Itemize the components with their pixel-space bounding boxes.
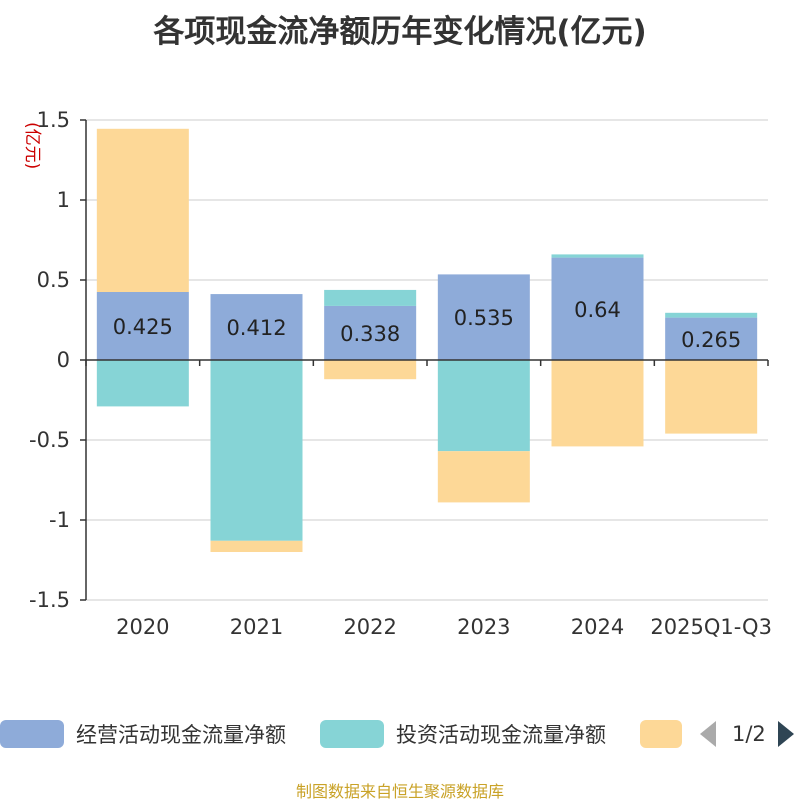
data-label-2020: 0.425 <box>113 315 173 339</box>
bar-series1-2022 <box>324 305 417 360</box>
legend: 经营活动现金流量净额 投资活动现金流量净额 1/2 <box>0 716 800 756</box>
legend-page-indicator: 1/2 <box>732 722 766 746</box>
legend-item-third[interactable] <box>640 716 682 752</box>
bar-series3-2020 <box>96 128 189 292</box>
axis-layer: 1.5 1 0.5 0 -0.5 -1 -1.5 2020 2021 2022 2023 2024 20… <box>29 108 772 639</box>
bar-series3-2022 <box>324 360 417 380</box>
bar-series2-2024 <box>551 254 644 258</box>
bar-series1-2020 <box>96 292 189 360</box>
y-tick-label: -1 <box>49 508 70 532</box>
y-axis-unit-label: (亿元) <box>22 122 42 169</box>
bar-series1-2023 <box>437 274 530 360</box>
bar-layer <box>96 128 758 552</box>
bar-series3-2024 <box>551 360 644 447</box>
chart-area: 1.5 1 0.5 0 -0.5 -1 -1.5 2020 2021 2022 2023 2024 20… <box>22 108 772 639</box>
bar-series1-2024 <box>551 257 644 360</box>
bar-series2-2021 <box>210 360 303 541</box>
x-tick-label: 2025Q1-Q3 <box>650 615 772 639</box>
y-tick-label: 0 <box>57 348 70 372</box>
legend-label-operating: 经营活动现金流量净额 <box>76 723 286 747</box>
y-tick-label: 1.5 <box>37 108 70 132</box>
grid-layer <box>86 119 768 601</box>
bar-series2-2025Q1-Q3 <box>665 312 758 318</box>
bar-series2-2020 <box>96 360 189 407</box>
bar-series1-2021 <box>210 294 303 360</box>
legend-item-operating[interactable]: 经营活动现金流量净额 <box>0 716 286 752</box>
bar-series2-2022 <box>324 289 417 306</box>
data-label-2024: 0.64 <box>574 298 621 322</box>
bar-series3-2021 <box>210 540 303 552</box>
data-label-2021: 0.412 <box>226 316 286 340</box>
data-source-footer: 制图数据来自恒生聚源数据库 <box>295 782 504 801</box>
y-tick-label: -1.5 <box>29 588 70 612</box>
data-label-2022: 0.338 <box>340 322 400 346</box>
data-label-2025Q1-Q3: 0.265 <box>681 328 741 352</box>
y-tick-label: 1 <box>57 188 70 212</box>
bar-series3-2023 <box>437 451 530 503</box>
y-tick-label: -0.5 <box>29 428 70 452</box>
legend-swatch-operating <box>0 720 64 748</box>
label-layer: 0.425 0.412 0.338 0.535 0.64 0.265 <box>113 298 741 352</box>
data-label-2023: 0.535 <box>454 306 514 330</box>
y-tick-label: 0.5 <box>37 268 70 292</box>
legend-prev-page-icon[interactable] <box>700 721 716 747</box>
legend-swatch-third <box>640 720 682 748</box>
x-tick-label: 2023 <box>457 615 510 639</box>
bar-series2-2023 <box>437 360 530 452</box>
legend-item-investing[interactable]: 投资活动现金流量净额 <box>320 716 606 752</box>
legend-label-investing: 投资活动现金流量净额 <box>396 723 606 747</box>
x-tick-label: 2021 <box>230 615 283 639</box>
legend-pager: 1/2 <box>700 716 794 752</box>
x-tick-label: 2024 <box>571 615 624 639</box>
x-tick-label: 2020 <box>116 615 169 639</box>
legend-next-page-icon[interactable] <box>777 721 794 747</box>
bar-series3-2025Q1-Q3 <box>665 360 758 434</box>
bar-series1-2025Q1-Q3 <box>665 317 758 360</box>
x-tick-label: 2022 <box>343 615 396 639</box>
chart-title: 各项现金流净额历年变化情况(亿元) <box>153 14 647 50</box>
legend-swatch-investing <box>320 720 384 748</box>
